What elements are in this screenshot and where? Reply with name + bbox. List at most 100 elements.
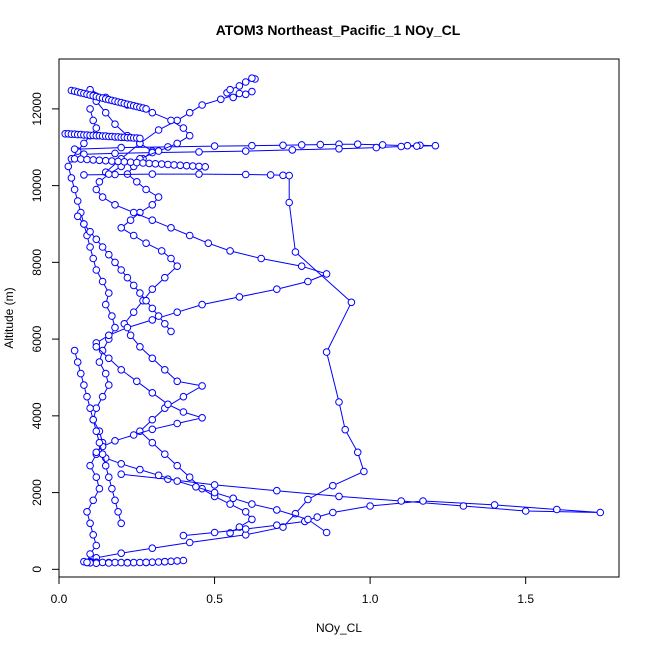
data-point <box>95 358 104 366</box>
data-point <box>179 531 188 540</box>
data-point <box>185 131 194 140</box>
data-point <box>335 492 343 501</box>
series-line <box>89 89 329 344</box>
data-point <box>67 174 76 182</box>
series <box>73 212 175 336</box>
y-axis-label: Altitude (m) <box>2 287 16 348</box>
data-point <box>92 185 101 194</box>
data-point <box>148 389 157 397</box>
data-point <box>195 162 203 171</box>
data-point <box>195 170 203 178</box>
data-point <box>105 331 113 340</box>
data-point <box>164 160 172 169</box>
data-point <box>145 159 153 168</box>
data-point <box>136 465 144 474</box>
data-point <box>248 515 256 524</box>
data-point <box>161 450 169 459</box>
data-point <box>92 448 101 457</box>
data-point <box>86 461 94 470</box>
data-point <box>80 220 88 228</box>
data-point <box>133 377 141 386</box>
x-tick-label: 1.0 <box>362 592 379 606</box>
data-point <box>179 408 188 416</box>
data-point <box>126 331 135 340</box>
data-point <box>322 348 331 356</box>
data-point <box>167 327 175 336</box>
data-point <box>185 108 194 117</box>
data-point <box>173 262 181 271</box>
x-tick-label: 0.0 <box>51 592 68 606</box>
series <box>70 346 125 528</box>
data-point <box>117 460 125 468</box>
data-point <box>92 235 101 244</box>
data-point <box>142 296 150 305</box>
series <box>67 86 150 113</box>
data-point <box>105 381 113 389</box>
data-point <box>248 87 256 96</box>
data-point <box>136 558 144 567</box>
data-point <box>111 323 119 332</box>
data-point <box>111 496 119 505</box>
data-point <box>173 377 181 386</box>
data-point <box>291 248 300 256</box>
data-point <box>142 558 150 567</box>
data-point <box>288 146 297 154</box>
data-point <box>248 74 256 82</box>
data-point <box>173 419 181 428</box>
data-point <box>235 293 244 301</box>
data-point <box>142 185 150 194</box>
data-point <box>164 400 172 409</box>
data-point <box>105 289 113 297</box>
data-point <box>179 124 188 132</box>
data-point <box>114 508 122 516</box>
data-point <box>210 528 219 537</box>
data-point <box>413 142 421 150</box>
data-point <box>360 467 368 476</box>
data-point <box>198 382 206 390</box>
data-point <box>553 505 561 514</box>
data-point <box>419 497 427 505</box>
data-point <box>210 488 219 497</box>
data-point <box>335 398 343 406</box>
data-point <box>92 404 101 413</box>
data-point <box>217 95 225 104</box>
data-point <box>161 366 169 374</box>
y-tick-label: 12000 <box>30 92 44 126</box>
data-point <box>403 141 412 150</box>
data-point <box>279 171 287 180</box>
data-point <box>89 415 97 424</box>
data-point <box>136 343 144 351</box>
data-point <box>173 461 181 470</box>
data-point <box>148 415 157 424</box>
y-tick-label: 0 <box>30 566 44 573</box>
data-point <box>148 201 157 209</box>
data-point <box>105 170 113 178</box>
data-point <box>89 116 97 125</box>
data-point <box>139 159 147 167</box>
data-point <box>117 366 125 374</box>
data-point <box>316 140 325 149</box>
data-point <box>304 277 312 286</box>
data-point <box>64 162 73 171</box>
data-point <box>148 544 157 553</box>
data-point <box>185 473 194 482</box>
data-point <box>129 281 138 290</box>
data-point <box>241 525 250 533</box>
data-point <box>105 250 113 259</box>
data-point <box>148 170 157 178</box>
data-point <box>83 508 91 516</box>
data-point <box>226 247 234 255</box>
data-point <box>185 231 194 240</box>
data-point <box>86 404 94 413</box>
data-point <box>111 149 119 158</box>
data-point <box>229 494 237 503</box>
data-point <box>431 141 440 150</box>
data-point <box>98 346 107 355</box>
data-point <box>83 558 91 567</box>
data-point <box>397 497 406 505</box>
data-point <box>92 427 101 436</box>
data-point <box>129 431 138 439</box>
data-point <box>148 304 157 313</box>
data-point <box>129 308 138 317</box>
data-point <box>80 139 88 148</box>
